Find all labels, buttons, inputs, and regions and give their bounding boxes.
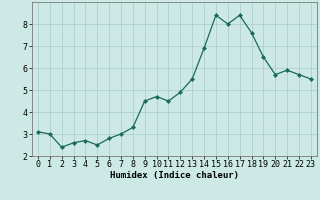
X-axis label: Humidex (Indice chaleur): Humidex (Indice chaleur) bbox=[110, 171, 239, 180]
